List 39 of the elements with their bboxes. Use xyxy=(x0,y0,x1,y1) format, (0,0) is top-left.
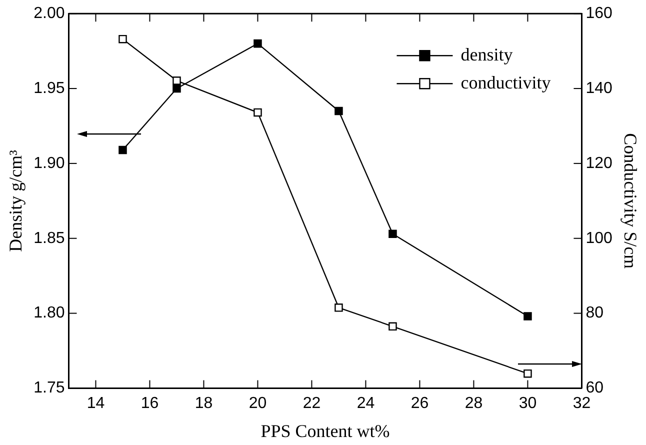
point xyxy=(388,322,397,331)
y2-tick-label: 80 xyxy=(586,304,604,322)
x-tick-label: 16 xyxy=(140,395,159,412)
point xyxy=(254,108,262,117)
point xyxy=(334,304,343,312)
x-tick-label: 18 xyxy=(194,395,213,412)
y-tick-label: 2.00 xyxy=(34,5,65,22)
y2-tick-label: 60 xyxy=(586,380,604,397)
point xyxy=(172,84,181,93)
y2-tick-label: 100 xyxy=(586,230,612,247)
y-tick-label: 1.80 xyxy=(34,304,65,322)
point xyxy=(118,146,127,154)
x-tick-label: 20 xyxy=(248,395,267,412)
y-axis-title: Density g/cm³ xyxy=(6,149,26,252)
x-tick-label: 30 xyxy=(518,395,537,412)
y-tick-label: 1.90 xyxy=(34,154,65,172)
point xyxy=(524,369,532,378)
x-tick-label: 32 xyxy=(572,395,591,412)
y-tick-label: 1.75 xyxy=(34,380,65,397)
x-tick-label: 22 xyxy=(302,395,321,412)
y2-tick-label: 160 xyxy=(586,5,612,22)
point xyxy=(524,312,532,320)
y2-tick-label: 120 xyxy=(586,154,612,172)
point xyxy=(388,230,397,238)
point xyxy=(334,106,343,116)
point xyxy=(254,39,262,48)
x-tick-label: 14 xyxy=(86,395,105,412)
x-tick-label: 26 xyxy=(410,395,429,412)
x-tick-label: 24 xyxy=(356,395,375,412)
legend-label: density xyxy=(460,44,513,64)
point xyxy=(118,34,127,44)
x-axis-title: PPS Content wt% xyxy=(260,420,390,441)
x-tick-label: 28 xyxy=(464,395,483,412)
y-tick-label: 1.85 xyxy=(34,230,65,247)
point xyxy=(172,76,181,85)
y2-tick-label: 140 xyxy=(586,80,612,97)
legend-label: conductivity xyxy=(460,72,551,92)
y-tick-label: 1.95 xyxy=(34,80,65,97)
y2-axis-title: Conductivity S/cm xyxy=(620,133,640,269)
